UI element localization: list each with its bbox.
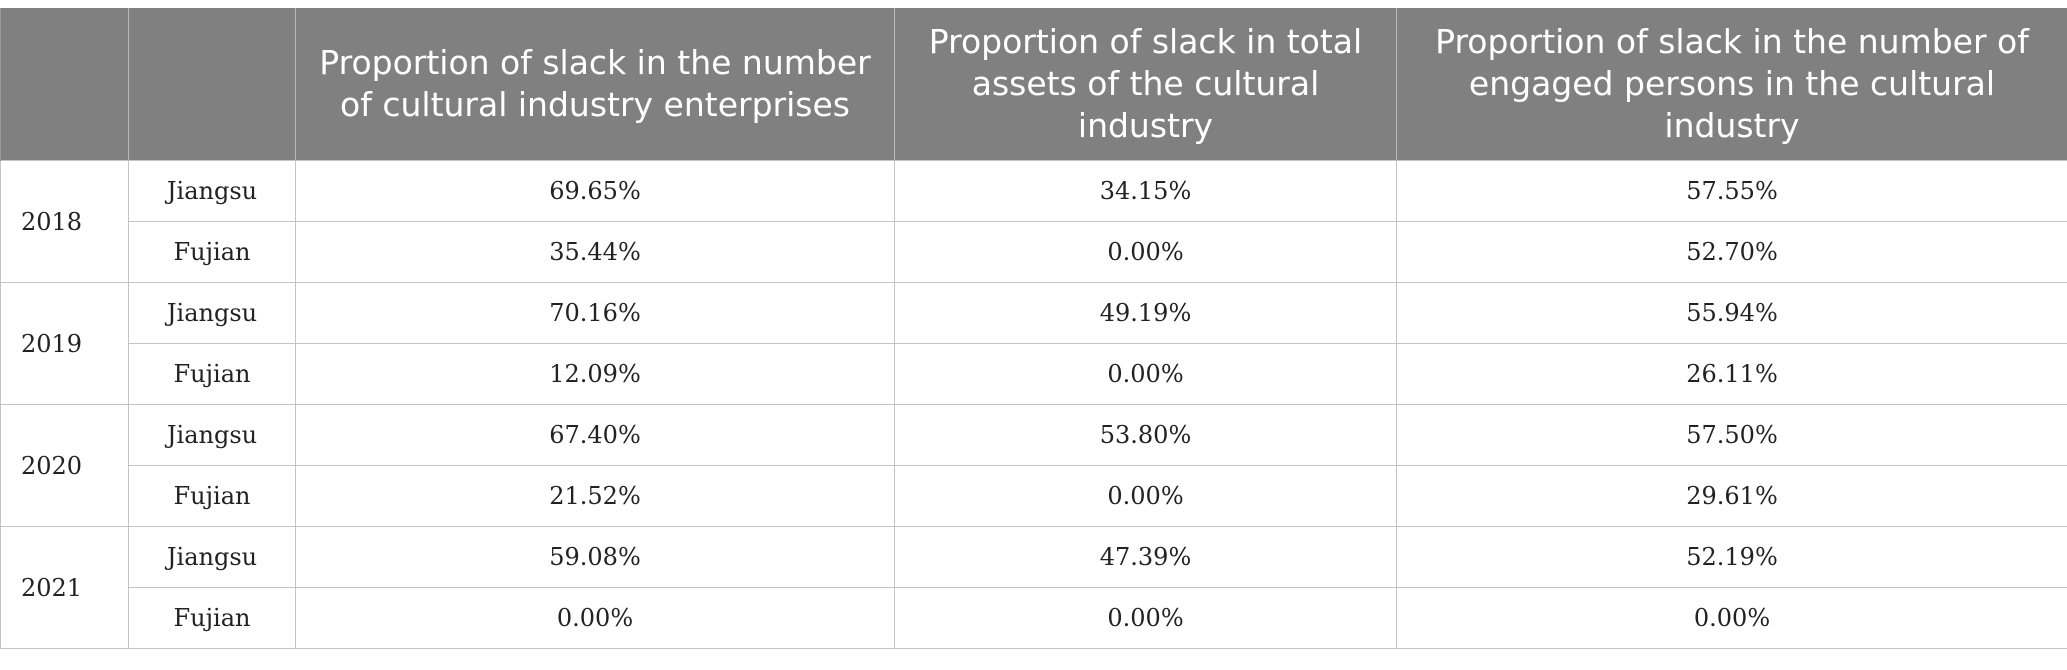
province-cell: Jiangsu — [128, 526, 296, 588]
persons-cell: 55.94% — [1396, 282, 2067, 344]
header-enterprises: Proportion of slack in the number of cul… — [295, 8, 895, 161]
enterprises-cell: 69.65% — [295, 160, 895, 222]
enterprises-cell: 21.52% — [295, 465, 895, 527]
table-row: 2021 Jiangsu 59.08% 47.39% 52.19% — [0, 526, 2067, 649]
persons-cell: 29.61% — [1396, 465, 2067, 527]
assets-cell: 53.80% — [894, 404, 1397, 466]
header-persons: Proportion of slack in the number of eng… — [1396, 8, 2067, 161]
table-row: Fujian 35.44% 0.00% 52.70% — [1, 221, 2067, 283]
year-cell: 2018 — [0, 160, 129, 283]
assets-cell: 34.15% — [894, 160, 1397, 222]
slack-proportion-table: Proportion of slack in the number of cul… — [0, 8, 2067, 649]
table-row: 2019 Jiangsu 70.16% 49.19% 55.94% — [0, 282, 2067, 405]
province-cell: Jiangsu — [128, 160, 296, 222]
assets-cell: 0.00% — [894, 343, 1397, 405]
assets-cell: 0.00% — [894, 465, 1397, 527]
province-cell: Fujian — [128, 465, 296, 527]
table-row: Fujian 21.52% 0.00% 29.61% — [1, 465, 2067, 527]
persons-cell: 52.70% — [1396, 221, 2067, 283]
table-header: Proportion of slack in the number of cul… — [0, 8, 2067, 161]
header-year — [0, 8, 129, 161]
assets-cell: 0.00% — [894, 587, 1397, 649]
data-table-container: Proportion of slack in the number of cul… — [0, 8, 2067, 649]
enterprises-cell: 35.44% — [295, 221, 895, 283]
assets-cell: 47.39% — [894, 526, 1397, 588]
header-row: Proportion of slack in the number of cul… — [0, 8, 2067, 161]
year-cell: 2020 — [0, 404, 129, 527]
persons-cell: 26.11% — [1396, 343, 2067, 405]
persons-cell: 0.00% — [1396, 587, 2067, 649]
table-body: 2018 Jiangsu 69.65% 34.15% 57.55% Fujian… — [0, 160, 2067, 649]
enterprises-cell: 67.40% — [295, 404, 895, 466]
province-cell: Fujian — [128, 343, 296, 405]
table-row: Fujian 12.09% 0.00% 26.11% — [1, 343, 2067, 405]
province-cell: Jiangsu — [128, 404, 296, 466]
enterprises-cell: 70.16% — [295, 282, 895, 344]
year-cell: 2019 — [0, 282, 129, 405]
enterprises-cell: 59.08% — [295, 526, 895, 588]
province-cell: Fujian — [128, 587, 296, 649]
year-cell: 2021 — [0, 526, 129, 649]
table-row: Fujian 0.00% 0.00% 0.00% — [1, 587, 2067, 649]
province-cell: Jiangsu — [128, 282, 296, 344]
table-row: 2020 Jiangsu 67.40% 53.80% 57.50% — [0, 404, 2067, 527]
persons-cell: 57.55% — [1396, 160, 2067, 222]
persons-cell: 52.19% — [1396, 526, 2067, 588]
header-assets: Proportion of slack in total assets of t… — [894, 8, 1397, 161]
header-province — [128, 8, 296, 161]
province-cell: Fujian — [128, 221, 296, 283]
assets-cell: 49.19% — [894, 282, 1397, 344]
persons-cell: 57.50% — [1396, 404, 2067, 466]
assets-cell: 0.00% — [894, 221, 1397, 283]
enterprises-cell: 12.09% — [295, 343, 895, 405]
enterprises-cell: 0.00% — [295, 587, 895, 649]
table-row: 2018 Jiangsu 69.65% 34.15% 57.55% — [0, 160, 2067, 283]
